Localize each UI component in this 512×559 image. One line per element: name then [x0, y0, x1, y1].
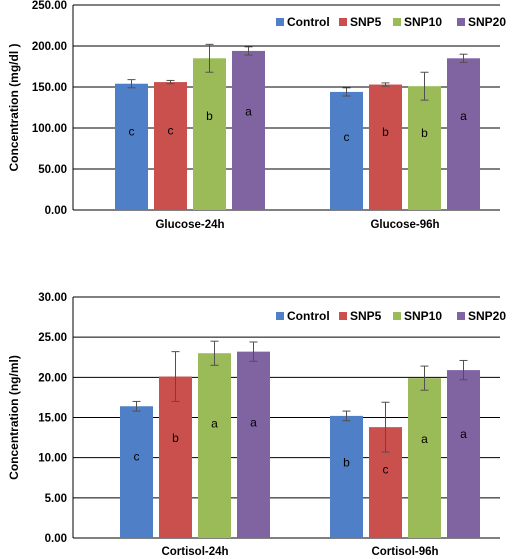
significance-label: a — [245, 104, 252, 118]
y-tick-label: 20.00 — [38, 372, 67, 384]
y-tick-label: 15.00 — [38, 413, 67, 425]
significance-label: b — [206, 109, 213, 123]
bar-control-1 — [330, 91, 363, 210]
legend-label-snp5: SNP5 — [350, 15, 382, 29]
legend-swatch-snp10 — [393, 18, 401, 26]
y-tick-label: 0.00 — [45, 533, 67, 545]
significance-label: a — [460, 109, 467, 123]
legend-label-snp20: SNP20 — [468, 15, 506, 29]
significance-label: a — [460, 427, 467, 441]
bar-snp10-1 — [408, 86, 441, 210]
cortisol-chart: 0.00 5.00 10.00 15.00 20.00 25.00 30.00 Concent… — [7, 292, 506, 558]
y-tick-label: 30.00 — [38, 292, 67, 304]
legend-label-snp5: SNP5 — [350, 309, 382, 323]
legend-swatch-snp20 — [457, 312, 465, 320]
y-tick-labels: 0.00 5.00 10.00 15.00 20.00 25.00 30.00 — [38, 292, 67, 545]
bar-snp5-0 — [159, 376, 192, 538]
significance-label: b — [343, 455, 350, 469]
glucose-chart: 0.00 50.00 100.00 150.00 200.00 250.00 Concent… — [7, 0, 506, 231]
significance-label: b — [382, 125, 389, 139]
y-tick-label: 250.00 — [32, 0, 67, 12]
legend: Control SNP5 SNP10 SNP20 — [276, 15, 506, 29]
legend-swatch-snp5 — [339, 18, 347, 26]
significance-label: b — [172, 431, 179, 445]
y-tick-label: 0.00 — [45, 205, 67, 217]
x-category-label: Cortisol-96h — [371, 546, 438, 558]
significance-label: a — [250, 415, 257, 429]
bar-snp20-0 — [237, 351, 270, 538]
bar-snp5-0 — [154, 82, 187, 210]
x-category-label: Glucose-24h — [155, 219, 224, 231]
legend: Control SNP5 SNP10 SNP20 — [276, 309, 506, 323]
legend-label-snp10: SNP10 — [404, 15, 442, 29]
significance-label: c — [168, 124, 174, 138]
legend-label-snp20: SNP20 — [468, 309, 506, 323]
legend-swatch-snp5 — [339, 312, 347, 320]
legend-swatch-control — [276, 18, 284, 26]
bar-control-0 — [120, 406, 153, 538]
bar-snp20-0 — [232, 50, 265, 210]
y-axis-label: Concentration (ng/ml) — [7, 355, 21, 480]
significance-label: c — [344, 130, 350, 144]
y-tick-label: 200.00 — [32, 41, 67, 53]
bar-snp20-1 — [447, 58, 480, 210]
legend-label-control: Control — [287, 15, 330, 29]
legend-swatch-snp10 — [393, 312, 401, 320]
legend-label-snp10: SNP10 — [404, 309, 442, 323]
bar-snp10-0 — [198, 353, 231, 538]
legend-swatch-snp20 — [457, 18, 465, 26]
bars: c b a a b c a a — [120, 340, 480, 538]
significance-label: c — [134, 449, 140, 463]
significance-label: c — [383, 462, 389, 476]
significance-label: b — [421, 126, 428, 140]
bar-control-1 — [330, 415, 363, 538]
bar-snp5-1 — [369, 84, 402, 210]
y-axis-label: Concentration (mg/dl ) — [7, 44, 21, 172]
y-tick-label: 150.00 — [32, 82, 67, 94]
bar-snp10-1 — [408, 378, 441, 538]
bar-snp10-0 — [193, 58, 226, 210]
y-tick-labels: 0.00 50.00 100.00 150.00 200.00 250.00 — [32, 0, 67, 217]
bars: c c b a c b b a — [115, 43, 480, 210]
significance-label: c — [129, 125, 135, 139]
x-category-label: Cortisol-24h — [161, 546, 228, 558]
bar-control-0 — [115, 83, 148, 210]
legend-swatch-control — [276, 312, 284, 320]
y-tick-label: 25.00 — [38, 332, 67, 344]
y-tick-label: 5.00 — [45, 493, 67, 505]
y-tick-label: 50.00 — [38, 164, 67, 176]
significance-label: a — [211, 416, 218, 430]
y-tick-label: 100.00 — [32, 123, 67, 135]
significance-label: a — [421, 432, 428, 446]
bar-snp20-1 — [447, 370, 480, 538]
legend-label-control: Control — [287, 309, 330, 323]
y-tick-label: 10.00 — [38, 453, 67, 465]
x-category-label: Glucose-96h — [370, 219, 439, 231]
